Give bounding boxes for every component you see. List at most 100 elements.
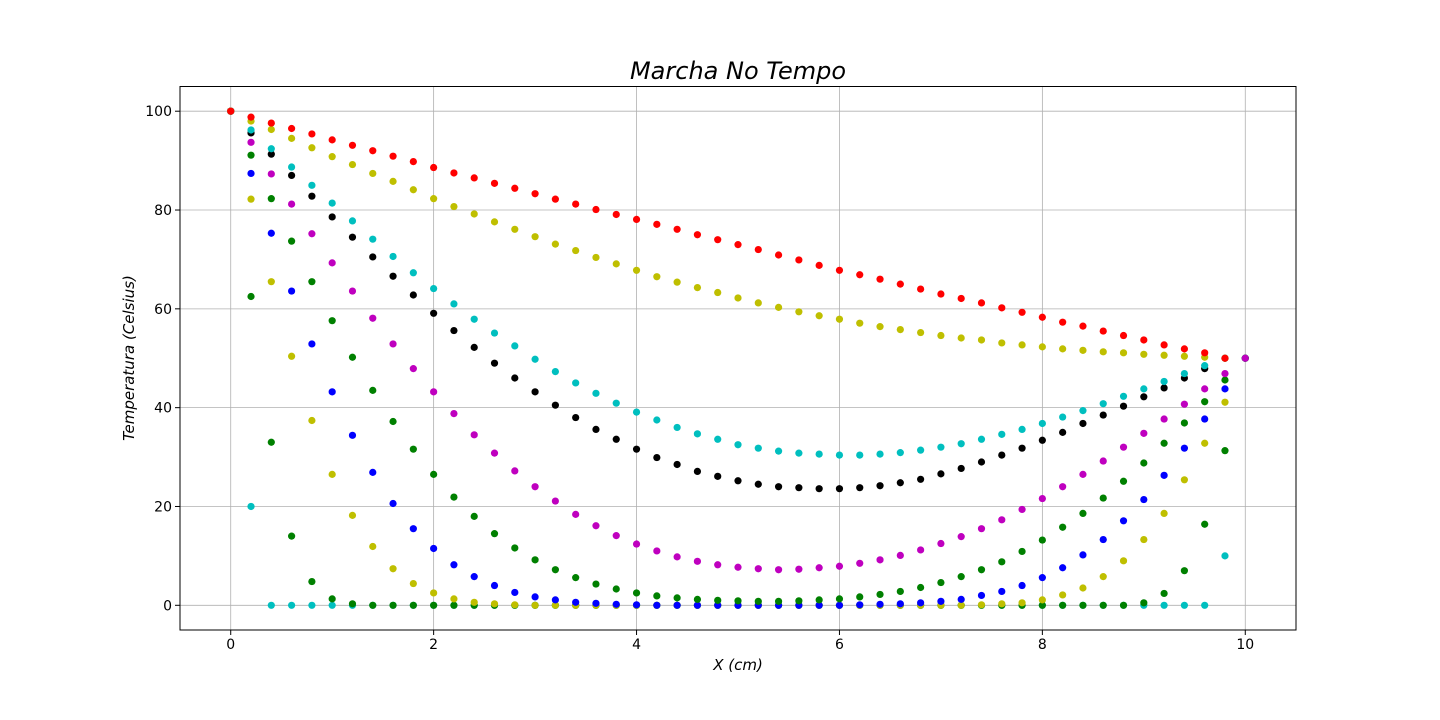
data-point xyxy=(795,597,803,605)
data-point xyxy=(369,386,377,394)
data-point xyxy=(592,580,600,588)
data-point xyxy=(1099,601,1107,609)
data-point xyxy=(1038,536,1046,544)
data-point xyxy=(1119,331,1128,340)
data-point xyxy=(1119,477,1128,485)
data-point xyxy=(592,599,600,607)
data-point xyxy=(511,342,519,350)
data-point xyxy=(835,266,844,274)
data-point xyxy=(815,601,823,609)
data-point xyxy=(1140,336,1148,344)
data-point xyxy=(470,315,478,323)
data-point xyxy=(1119,517,1128,525)
data-point xyxy=(815,564,823,572)
series-9 xyxy=(227,107,1229,362)
data-point xyxy=(1059,413,1067,421)
data-point xyxy=(308,278,316,286)
data-point xyxy=(1119,402,1128,410)
data-point xyxy=(917,583,925,592)
data-point xyxy=(1018,341,1026,349)
data-point xyxy=(247,126,255,134)
data-point xyxy=(795,256,803,264)
data-point xyxy=(389,340,397,348)
data-point xyxy=(328,595,336,603)
data-point xyxy=(1160,384,1168,392)
data-point xyxy=(774,566,783,574)
data-point xyxy=(977,566,986,574)
data-point xyxy=(470,573,478,581)
data-point xyxy=(835,562,844,570)
data-point xyxy=(835,595,844,603)
data-point xyxy=(1140,350,1148,358)
data-point xyxy=(714,236,722,244)
data-point xyxy=(247,195,255,203)
data-point xyxy=(632,445,641,453)
data-point xyxy=(1160,589,1168,598)
data-point xyxy=(572,379,580,387)
data-point xyxy=(998,558,1006,566)
data-point xyxy=(308,181,316,189)
data-point xyxy=(267,150,275,158)
data-point xyxy=(511,588,519,597)
data-point xyxy=(693,557,702,565)
data-point xyxy=(673,601,681,609)
data-point xyxy=(734,597,742,605)
data-point xyxy=(612,600,620,608)
data-point xyxy=(267,170,275,178)
data-point xyxy=(1038,343,1046,351)
data-point xyxy=(1059,523,1067,531)
data-point xyxy=(1099,348,1107,356)
data-point xyxy=(369,468,377,476)
data-point xyxy=(348,287,357,295)
data-point xyxy=(430,284,438,293)
data-point xyxy=(1201,362,1209,370)
data-point xyxy=(754,480,762,488)
data-point xyxy=(612,585,620,593)
data-point xyxy=(430,589,438,597)
data-point xyxy=(572,413,580,422)
data-point xyxy=(1140,459,1148,467)
data-point xyxy=(998,600,1006,608)
data-point xyxy=(835,485,844,493)
data-point xyxy=(1038,436,1046,444)
x-tick-label: 10 xyxy=(1236,637,1254,653)
data-point xyxy=(774,303,783,311)
data-point xyxy=(328,259,336,267)
data-point xyxy=(511,544,519,552)
data-point xyxy=(328,199,336,207)
x-tick-label: 6 xyxy=(835,637,844,653)
data-point xyxy=(1180,369,1188,378)
data-point xyxy=(856,484,864,492)
data-point xyxy=(1018,308,1026,316)
data-point xyxy=(1099,535,1107,544)
data-point xyxy=(795,484,803,492)
data-point xyxy=(308,192,316,200)
data-point xyxy=(1140,535,1148,544)
data-point xyxy=(693,283,702,292)
data-point xyxy=(957,573,965,581)
data-point xyxy=(531,483,539,491)
data-point xyxy=(1018,425,1026,433)
data-point xyxy=(734,441,742,449)
data-point xyxy=(1160,509,1168,517)
data-point xyxy=(673,553,681,561)
data-point xyxy=(572,598,580,606)
data-point xyxy=(1160,341,1168,349)
data-point xyxy=(369,314,377,322)
data-point xyxy=(937,470,945,478)
data-point xyxy=(308,130,316,138)
data-point xyxy=(389,601,397,609)
data-point xyxy=(673,423,681,432)
data-point xyxy=(1079,419,1087,428)
data-point xyxy=(632,266,641,274)
x-tick-label: 0 xyxy=(226,637,235,653)
data-point xyxy=(531,388,539,396)
data-point xyxy=(348,511,357,519)
data-point xyxy=(247,502,255,511)
data-point xyxy=(1079,584,1087,592)
data-point xyxy=(247,138,255,146)
data-point xyxy=(1059,428,1067,436)
data-point xyxy=(389,499,397,508)
data-point xyxy=(348,141,357,149)
data-point xyxy=(348,160,357,169)
